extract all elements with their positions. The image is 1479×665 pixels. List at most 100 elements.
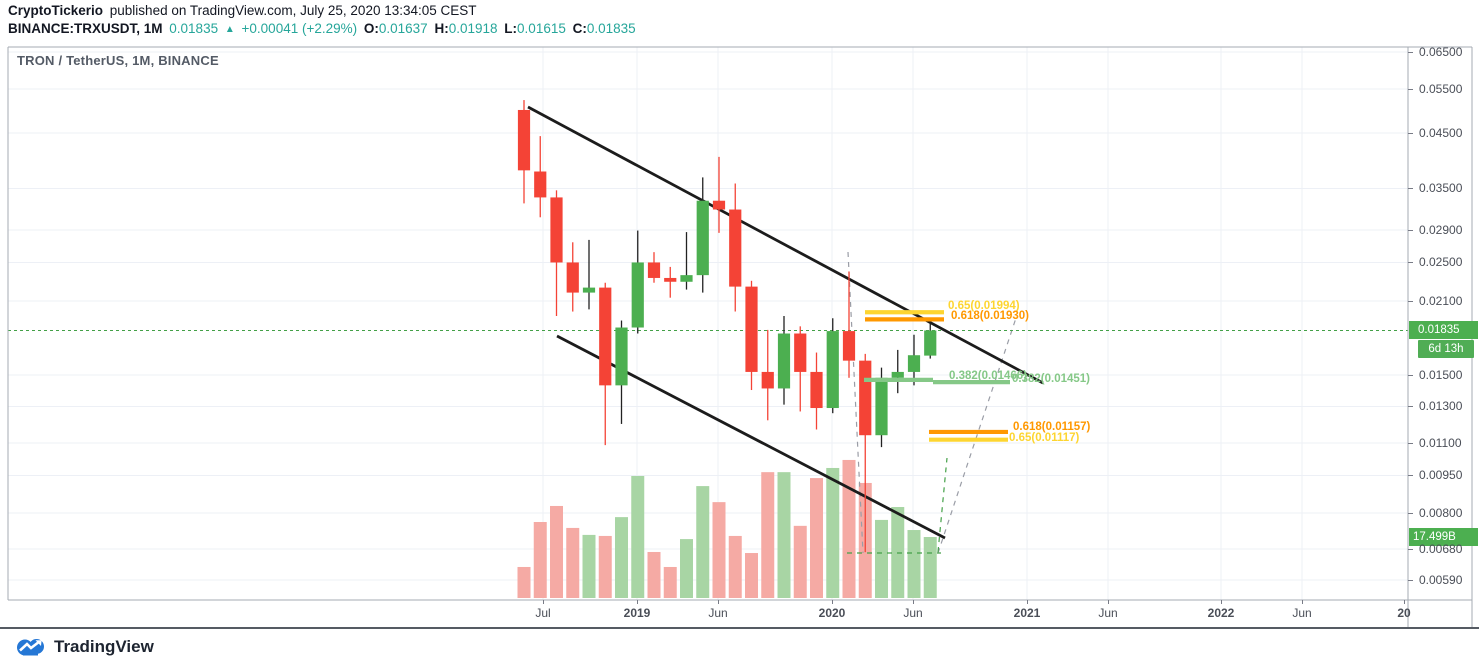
candle-body-jul-2019 bbox=[729, 209, 742, 287]
time-axis-label: Jun bbox=[903, 606, 923, 620]
last-price-value: 0.01835 bbox=[169, 21, 219, 36]
time-axis-tick bbox=[637, 600, 638, 604]
candle-body-may-2020 bbox=[891, 371, 904, 378]
price-axis-label: 0.00590 bbox=[1419, 573, 1463, 588]
volume-bar bbox=[761, 472, 775, 598]
symbol-title: BINANCE:TRXUSDT, 1M bbox=[8, 21, 163, 36]
price-axis-label: 0.00950 bbox=[1419, 468, 1463, 483]
time-axis-tick bbox=[718, 600, 719, 604]
time-axis-label: 20 bbox=[1397, 606, 1411, 620]
volume-bar bbox=[663, 566, 677, 598]
fib-level-label: 0.618(0.01930) bbox=[951, 310, 1029, 322]
low-label: L: bbox=[504, 21, 518, 36]
volume-bar bbox=[923, 536, 937, 598]
time-axis-label: Jun bbox=[1292, 606, 1312, 620]
trendline[interactable] bbox=[527, 105, 1044, 385]
candle-body-sep-2018 bbox=[566, 262, 579, 293]
candle-body-nov-2019 bbox=[794, 333, 807, 372]
time-axis-label: Jun bbox=[708, 606, 728, 620]
volume-bar bbox=[712, 502, 726, 598]
price-axis-label: 0.04500 bbox=[1419, 126, 1463, 141]
volume-bar bbox=[533, 522, 547, 598]
price-axis-tick bbox=[1408, 374, 1413, 376]
volume-bar bbox=[566, 527, 580, 598]
candle-body-jun-2019 bbox=[712, 200, 726, 210]
time-axis-tick bbox=[1221, 600, 1222, 604]
price-axis-label: 0.00680 bbox=[1419, 541, 1463, 556]
tradingview-logo[interactable]: TradingView bbox=[15, 632, 154, 662]
price-axis-tick bbox=[1408, 89, 1413, 90]
candle-countdown-badge: 6d 13h bbox=[1418, 340, 1474, 359]
candle-body-mar-2020 bbox=[859, 360, 872, 436]
volume-badge: 17.499B bbox=[1409, 527, 1478, 546]
candle-body-nov-2018 bbox=[599, 287, 612, 386]
candle-body-jun-2020 bbox=[907, 355, 921, 372]
price-change: +0.00041 (+2.29%) bbox=[241, 21, 358, 36]
candle-body-oct-2018 bbox=[582, 287, 596, 293]
low-value: 0.01615 bbox=[517, 21, 566, 36]
candle-body-jan-2019 bbox=[631, 262, 644, 328]
price-axis-label: 0.01300 bbox=[1419, 399, 1463, 414]
price-axis-tick bbox=[1408, 475, 1413, 477]
symbol-ohlc-line: BINANCE:TRXUSDT, 1M 0.01835 ▲ +0.00041 (… bbox=[8, 20, 639, 40]
price-axis-tick bbox=[1408, 443, 1413, 445]
candle-body-dec-2019 bbox=[810, 371, 823, 409]
price-axis-label: 0.06500 bbox=[1419, 45, 1463, 60]
candle-body-may-2019 bbox=[696, 200, 709, 276]
candle-body-feb-2020 bbox=[842, 331, 856, 361]
candle-body-jan-2020 bbox=[826, 331, 839, 409]
volume-bar bbox=[793, 525, 807, 598]
price-axis-tick bbox=[1408, 513, 1413, 515]
volume-bar bbox=[875, 519, 888, 598]
header: CryptoTickerio published on TradingView.… bbox=[8, 2, 639, 40]
time-axis-label: 2022 bbox=[1207, 606, 1235, 620]
volume-bar bbox=[517, 566, 531, 598]
candle-body-jul-2020 bbox=[924, 330, 937, 356]
tradingview-cloud-icon bbox=[17, 639, 44, 656]
price-axis-tick bbox=[1408, 229, 1413, 231]
last-price-badge: 0.01835 bbox=[1409, 321, 1478, 340]
price-axis-tick bbox=[1408, 52, 1413, 54]
time-axis-tick bbox=[913, 600, 914, 604]
volume-bar bbox=[550, 505, 563, 598]
volume-bar bbox=[745, 553, 758, 598]
fib-level-label: 0.65(0.01117) bbox=[1009, 432, 1080, 444]
publish-info: published on TradingView.com, July 25, 2… bbox=[106, 3, 477, 18]
fib-level-label: 0.382(0.01466) bbox=[949, 370, 1027, 382]
price-axis-label: 0.03500 bbox=[1419, 181, 1463, 196]
author-name: CryptoTickerio bbox=[8, 3, 104, 18]
volume-bar bbox=[810, 478, 823, 598]
time-axis[interactable]: Jul 2019 Jun 2020 Jun 2021 Jun 2022 Jun 20 bbox=[0, 600, 1479, 628]
volume-bar bbox=[728, 535, 742, 598]
time-axis-tick bbox=[832, 600, 833, 604]
candle-body-aug-2019 bbox=[745, 286, 758, 372]
candle-body-mar-2019 bbox=[664, 277, 677, 282]
projection-dashed-line[interactable] bbox=[847, 251, 864, 554]
volume-bar bbox=[647, 551, 661, 598]
price-axis-label: 0.01100 bbox=[1419, 436, 1462, 451]
time-axis-label: 2020 bbox=[818, 606, 846, 620]
price-axis-label: 0.02100 bbox=[1419, 293, 1463, 308]
volume-bar bbox=[777, 472, 791, 598]
time-axis-tick bbox=[1302, 600, 1303, 604]
time-axis-tick bbox=[1027, 600, 1028, 604]
fib-level-label: 0.65(0.01994) bbox=[948, 300, 1020, 312]
volume-bar bbox=[826, 467, 840, 598]
chart-watermark: TRON / TetherUS, 1M, BINANCE bbox=[17, 53, 219, 68]
candle-body-oct-2019 bbox=[777, 333, 791, 389]
close-label: C: bbox=[572, 21, 587, 36]
price-axis-tick bbox=[1408, 133, 1413, 135]
price-axis-tick bbox=[1408, 548, 1413, 550]
high-label: H: bbox=[434, 21, 449, 36]
publish-line: CryptoTickerio published on TradingView.… bbox=[8, 2, 639, 20]
projection-dashed-line[interactable] bbox=[937, 317, 1017, 554]
time-axis-tick bbox=[543, 600, 544, 604]
volume-bar bbox=[907, 530, 921, 598]
time-axis-label: 2019 bbox=[623, 606, 651, 620]
time-axis-label: Jul bbox=[535, 606, 551, 620]
candle-body-feb-2019 bbox=[647, 262, 661, 278]
price-axis[interactable]: 0.01835 6d 13h 17.499B 0.06500 0.05500 0.0… bbox=[1408, 0, 1479, 665]
volume-bar bbox=[582, 534, 596, 598]
